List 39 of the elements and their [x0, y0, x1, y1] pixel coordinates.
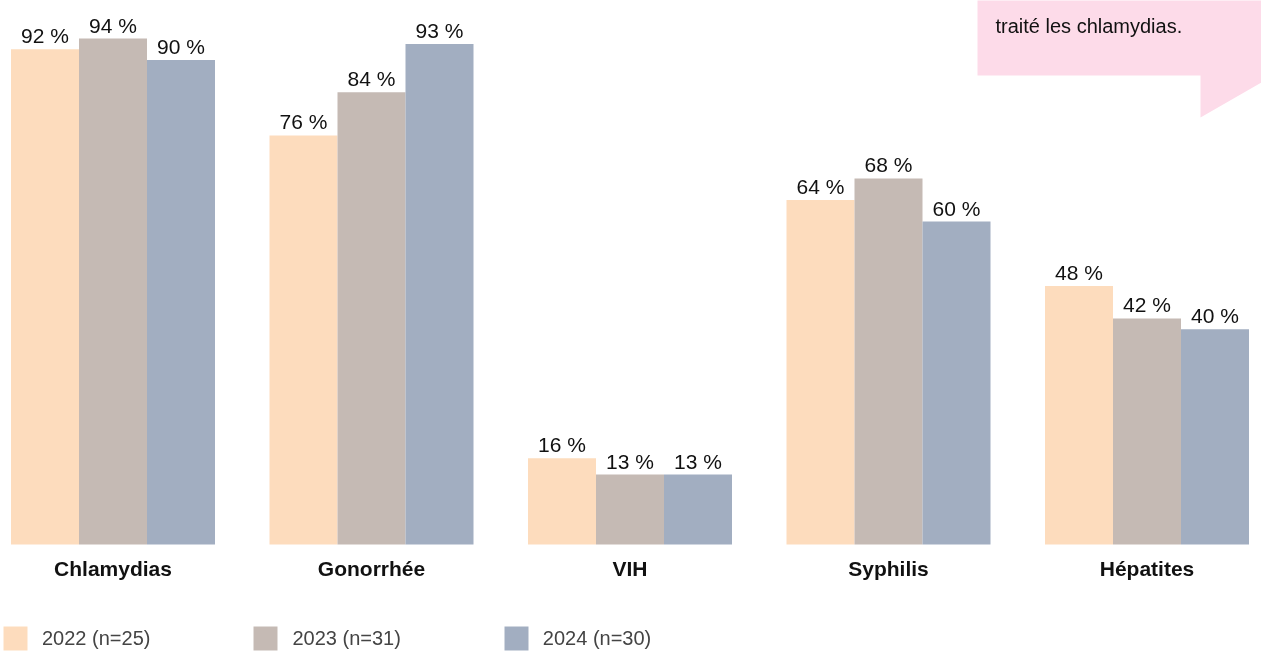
bar — [79, 38, 147, 545]
data-label: 13 % — [606, 449, 654, 473]
bar — [337, 92, 406, 545]
data-label: 64 % — [796, 174, 845, 198]
data-label: 68 % — [864, 153, 913, 177]
data-label: 90 % — [157, 35, 205, 59]
legend-label: 2024 (n=30) — [542, 626, 652, 650]
bar — [786, 199, 855, 545]
legend-label: 2022 (n=25) — [42, 626, 151, 650]
data-label: 13 % — [674, 449, 722, 473]
data-label: 16 % — [538, 433, 586, 457]
bar — [1181, 329, 1249, 545]
bar — [664, 474, 732, 545]
bar — [922, 221, 991, 545]
data-label: 92 % — [21, 24, 69, 48]
data-label: 60 % — [932, 196, 981, 220]
data-label: 76 % — [279, 110, 328, 134]
bar — [528, 458, 596, 545]
x-tick-label: VIH — [612, 556, 648, 580]
bar — [1045, 286, 1113, 545]
data-label: 40 % — [1191, 304, 1239, 328]
data-label: 42 % — [1123, 293, 1171, 317]
bar — [854, 178, 923, 545]
data-label: 84 % — [347, 67, 396, 91]
x-tick-label: Syphilis — [848, 556, 929, 580]
data-label: 48 % — [1055, 261, 1103, 285]
bar — [1113, 318, 1181, 545]
data-label: 94 % — [89, 13, 137, 37]
text: traité les chlamydias. — [995, 14, 1183, 37]
legend-label: 2023 (n=31) — [292, 626, 401, 650]
bar — [405, 43, 474, 545]
bar — [269, 135, 338, 545]
x-tick-label: Gonorrhée — [317, 556, 426, 580]
bar — [147, 60, 215, 545]
bar — [11, 49, 79, 545]
x-tick-label: Hépatites — [1099, 556, 1195, 580]
bar — [596, 474, 664, 545]
data-label: 93 % — [415, 18, 464, 42]
x-tick-label: Chlamydias — [54, 556, 172, 580]
